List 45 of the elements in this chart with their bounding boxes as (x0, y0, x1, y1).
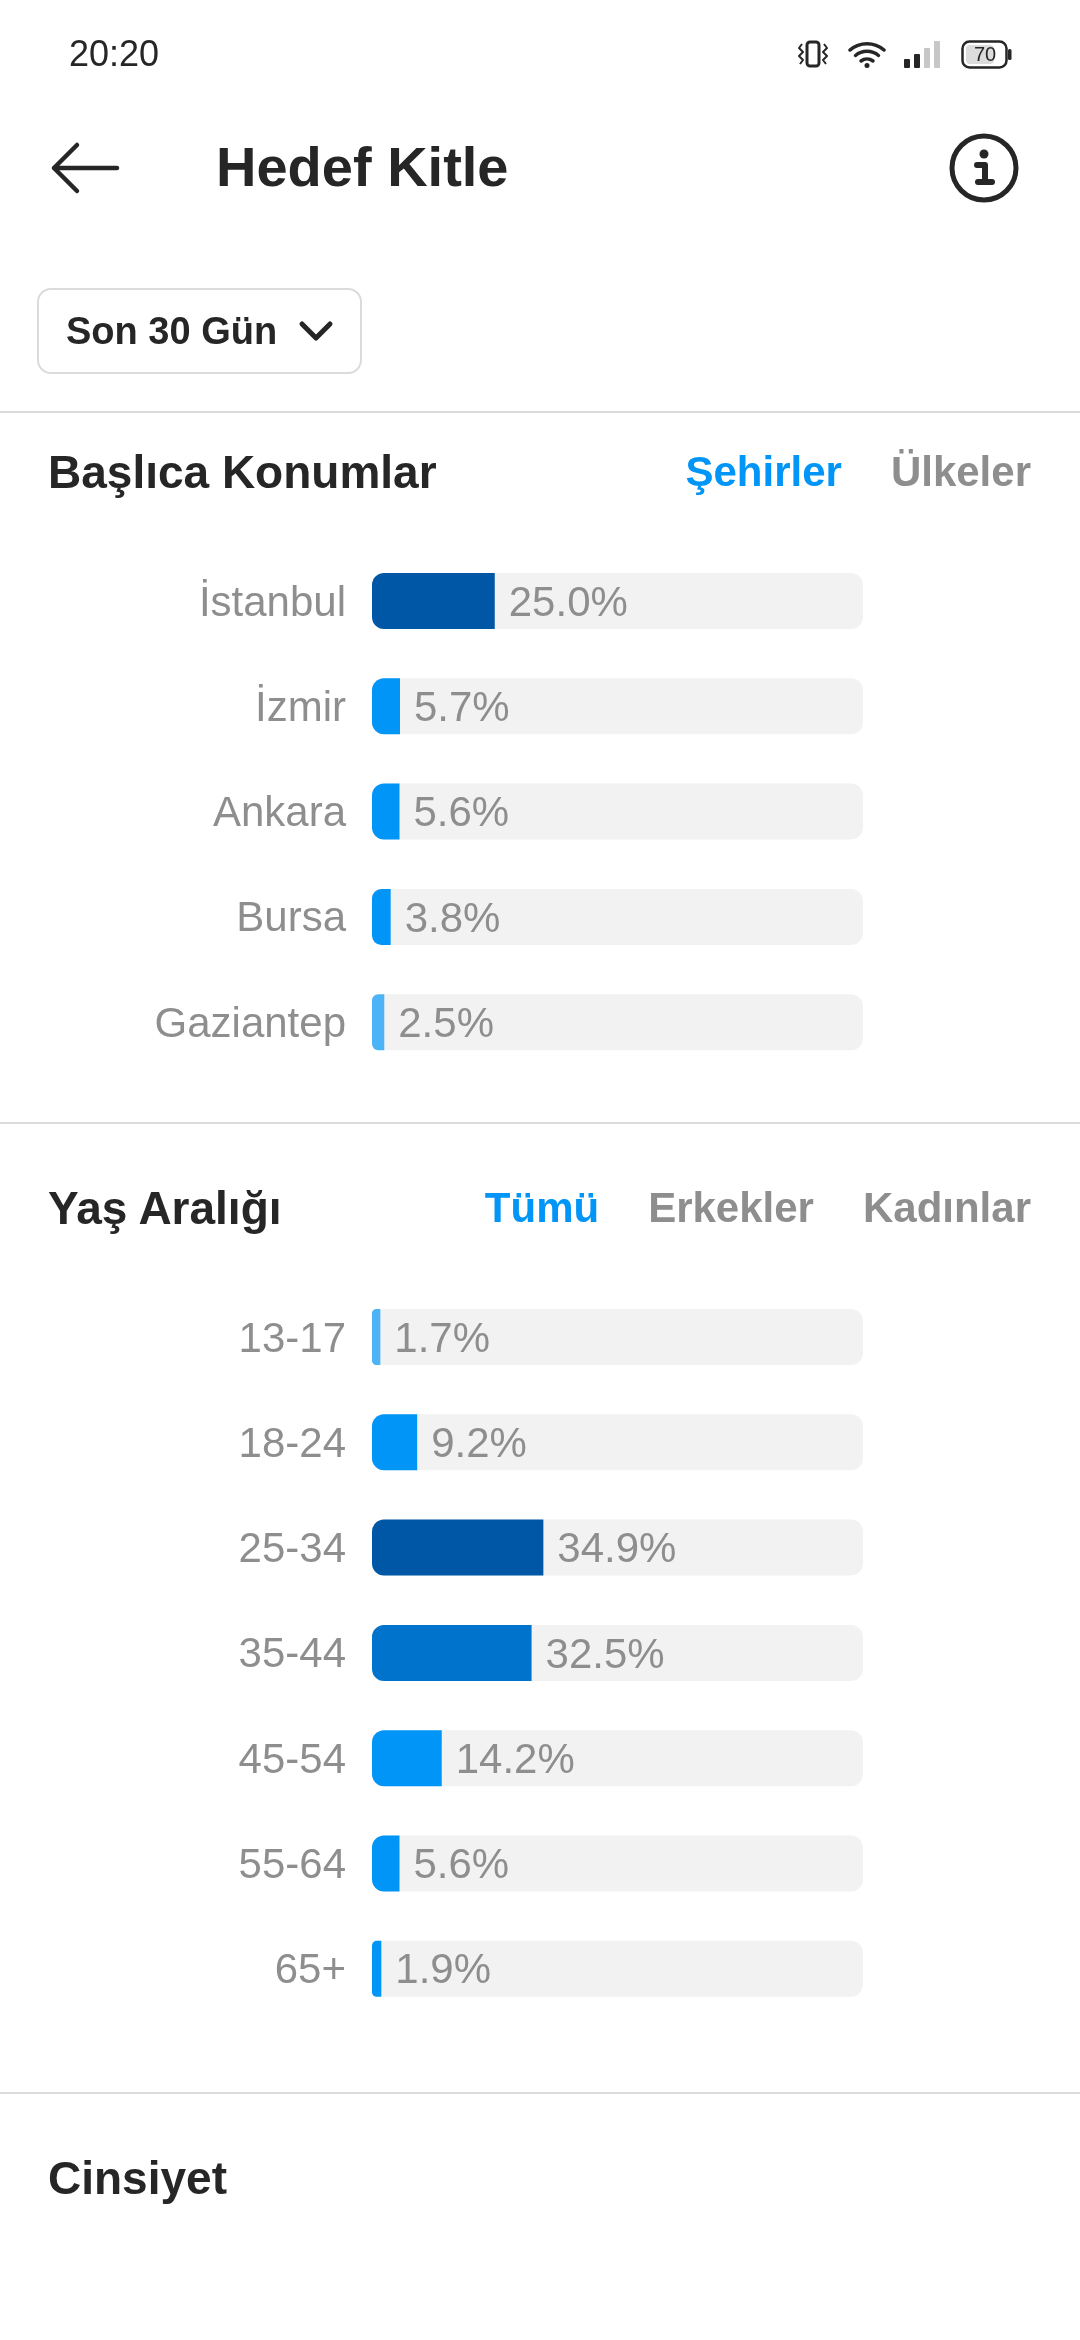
bar (372, 1309, 381, 1365)
data-label: 32.5% (545, 1629, 665, 1677)
text: 70 (974, 43, 997, 65)
text: Tümü (484, 1183, 600, 1233)
text: Erkekler (648, 1183, 814, 1233)
data-label: 1.7% (394, 1313, 491, 1361)
text: Şehirler (685, 447, 842, 497)
chart-title: Yaş Aralığı (48, 1181, 282, 1236)
y-tick-label: 35-44 (238, 1629, 346, 1677)
y-tick-label: 25-34 (238, 1524, 346, 1572)
data-label: 1.9% (395, 1945, 492, 1993)
y-tick-label: 45-54 (238, 1734, 346, 1782)
bar (372, 1940, 382, 1997)
text: 20:20 (69, 32, 160, 76)
y-tick-label: İstanbul (198, 577, 346, 625)
text: Kadınlar (862, 1183, 1031, 1233)
text: Hedef Kitle (216, 134, 509, 200)
data-label: 2.5% (398, 998, 495, 1046)
chart-title: Başlıca Konumlar (48, 445, 437, 500)
y-tick-label: 18-24 (238, 1418, 346, 1466)
y-tick-label: 55-64 (238, 1840, 346, 1888)
y-tick-label: Bursa (236, 893, 347, 941)
y-tick-label: İzmir (255, 682, 346, 730)
data-label: 5.6% (413, 1840, 510, 1888)
bar (372, 1730, 442, 1787)
dropdown: Son 30 Gün (37, 288, 362, 374)
data-label: 34.9% (557, 1524, 677, 1572)
text: Cinsiyet (48, 2151, 227, 2206)
bar (372, 994, 385, 1051)
bar (372, 1414, 418, 1471)
bar (372, 678, 400, 735)
data-label: 3.8% (404, 893, 501, 941)
bar (372, 888, 391, 945)
bar (372, 783, 400, 840)
bar (372, 1835, 400, 1892)
text: Ülkeler (890, 447, 1031, 497)
y-tick-label: Ankara (212, 788, 347, 836)
data-label: 5.7% (413, 683, 510, 730)
data-label: 25.0% (508, 577, 628, 625)
data-label: 9.2% (431, 1419, 527, 1466)
data-label: 14.2% (455, 1734, 575, 1782)
data-label: 5.6% (413, 788, 510, 836)
y-tick-label: 13-17 (238, 1313, 346, 1361)
y-tick-label: 65+ (274, 1945, 346, 1993)
y-tick-label: Gaziantep (154, 998, 346, 1046)
